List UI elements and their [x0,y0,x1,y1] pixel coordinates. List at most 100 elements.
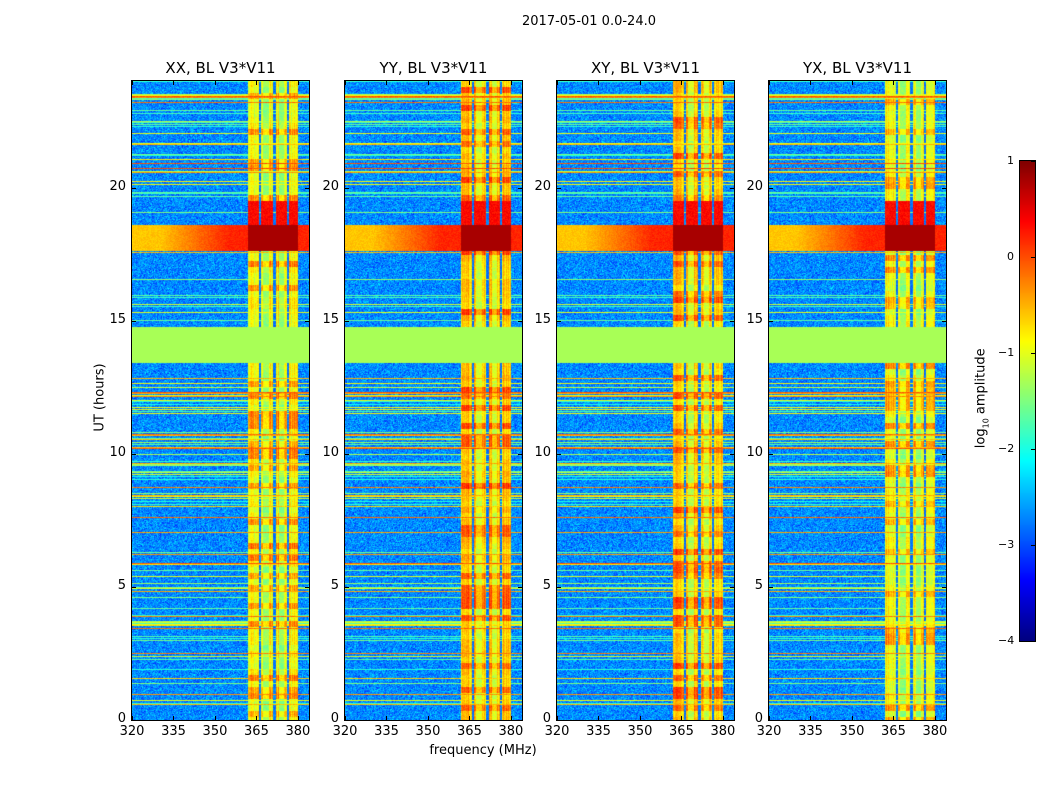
x-tick-label: 335 [374,724,399,739]
x-tick-mark [681,716,683,720]
x-tick-mark [132,716,133,720]
y-tick-mark [769,586,773,588]
heatmap-yx [769,81,946,720]
y-tick-label: 5 [542,577,551,593]
x-tick-mark [557,716,558,720]
x-tick-mark [598,716,600,720]
colorbar-tick-mark [1031,161,1035,162]
colorbar-tick-label: −1 [998,346,1015,359]
colorbar-tick-mark [1031,353,1035,354]
y-tick-label: 15 [746,311,763,327]
y-tick-mark [518,453,522,455]
colorbar-label-log: log [973,428,989,449]
y-tick-mark [345,187,349,189]
y-axis-label: UT (hours) [92,363,108,432]
x-tick-label: 380 [498,724,524,739]
y-tick-label: 20 [322,178,339,194]
y-tick-mark [132,586,136,588]
x-tick-mark [469,81,471,85]
colorbar-tick-label: 0 [1007,250,1014,263]
y-tick-label: 10 [534,444,551,460]
x-tick-label: 350 [415,724,441,739]
y-tick-label: 10 [322,444,339,460]
x-tick-label: 365 [669,724,694,739]
panel-xy: XY, BL V3*V11 320 335 350 365 380 0 5 10 15 20 [534,59,735,739]
y-tick-label: 15 [322,311,339,327]
y-tick-mark [942,586,946,588]
x-tick-mark [297,81,299,85]
y-tick-label: 5 [330,577,339,593]
panel-yx: YX, BL V3*V11 320 335 350 365 380 0 5 10 15 20 [746,59,947,739]
y-tick-mark [518,187,522,189]
y-tick-label: 20 [534,178,551,194]
x-tick-mark [427,81,429,85]
y-tick-label: 20 [109,178,126,194]
colorbar-label: log10 amplitude [974,338,991,458]
x-tick-mark [639,81,641,85]
y-tick-label: 10 [109,444,126,460]
x-tick-mark [769,716,770,720]
y-tick-mark [730,453,734,455]
y-tick-mark [518,586,522,588]
y-tick-mark [132,320,136,322]
x-tick-label: 320 [544,724,570,739]
y-tick-mark [132,720,136,721]
x-tick-mark [510,716,512,720]
colorbar-tick-label: −2 [998,442,1015,455]
y-tick-mark [345,586,349,588]
y-tick-label: 0 [330,711,339,726]
y-tick-mark [345,720,349,721]
x-tick-label: 380 [285,724,311,739]
colorbar-tick-mark [1031,449,1035,450]
colorbar-tick-label: −4 [998,634,1015,647]
x-tick-mark [510,81,512,85]
y-tick-mark [942,320,946,322]
y-tick-mark [518,320,522,322]
x-tick-mark [345,81,346,85]
x-tick-mark [722,716,724,720]
x-tick-mark [851,716,853,720]
y-tick-mark [730,720,734,721]
y-tick-mark [345,453,349,455]
x-tick-mark [132,81,133,85]
x-tick-mark [681,81,683,85]
y-tick-mark [769,720,773,721]
x-tick-label: 335 [586,724,611,739]
y-tick-mark [769,320,773,322]
x-tick-mark [639,716,641,720]
x-tick-label: 380 [922,724,948,739]
y-tick-mark [769,187,773,189]
colorbar-gradient [1020,161,1035,641]
x-tick-mark [893,716,895,720]
colorbar: 1 0 −1 −2 −3 −4 [998,154,1036,647]
y-tick-mark [305,187,309,189]
panel-title: YX, BL V3*V11 [802,59,913,77]
y-tick-mark [942,453,946,455]
x-tick-mark [598,81,600,85]
y-tick-label: 5 [117,577,126,593]
panel-title: XX, BL V3*V11 [165,59,276,77]
x-tick-mark [934,716,936,720]
x-tick-label: 320 [332,724,358,739]
x-tick-label: 320 [756,724,782,739]
y-tick-mark [557,453,561,455]
y-tick-mark [730,187,734,189]
x-tick-mark [173,81,175,85]
x-tick-label: 335 [161,724,186,739]
y-tick-mark [730,320,734,322]
x-tick-mark [810,81,812,85]
x-tick-mark [214,81,216,85]
x-tick-mark [722,81,724,85]
y-tick-mark [557,586,561,588]
y-tick-mark [518,720,522,721]
colorbar-label-rest: amplitude [973,348,989,419]
heatmap-xy [557,81,734,720]
x-tick-label: 350 [202,724,228,739]
colorbar-label-sub: 10 [981,418,991,429]
x-tick-label: 380 [710,724,736,739]
colorbar-tick-label: −3 [998,538,1015,551]
y-tick-label: 0 [117,711,126,726]
panel-title: XY, BL V3*V11 [590,59,701,77]
x-tick-mark [256,716,258,720]
